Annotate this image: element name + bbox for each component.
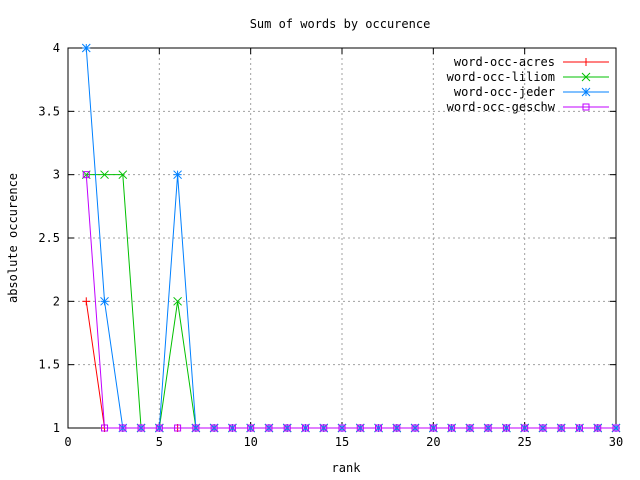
data-point [521, 424, 529, 432]
y-tick-label: 1 [53, 421, 60, 435]
series-line [85, 174, 616, 429]
legend-entry: word-occ-acres [454, 55, 609, 69]
data-point [155, 424, 163, 432]
data-point [247, 424, 255, 432]
x-tick-label: 15 [335, 435, 349, 449]
data-point [582, 58, 590, 66]
data-point [320, 424, 328, 432]
x-tick-label: 20 [426, 435, 440, 449]
legend-label: word-occ-jeder [454, 85, 555, 99]
data-point [265, 424, 273, 432]
y-tick-label: 3.5 [38, 104, 60, 118]
data-point [118, 170, 128, 180]
data-point [502, 424, 510, 432]
y-tick-label: 3 [53, 168, 60, 182]
legend: word-occ-acresword-occ-liliomword-occ-je… [447, 55, 609, 114]
chart-title: Sum of words by occurence [250, 17, 431, 31]
legend-entry: word-occ-jeder [454, 85, 609, 99]
data-point [173, 296, 182, 306]
data-point [484, 424, 492, 432]
legend-entry: word-occ-geschw [447, 100, 609, 114]
data-point [356, 424, 364, 432]
x-tick-label: 25 [517, 435, 531, 449]
data-point [581, 72, 591, 82]
data-point [448, 424, 456, 432]
x-axis-label: rank [332, 461, 362, 475]
grid [68, 48, 616, 428]
data-point [581, 87, 591, 97]
data-point [192, 424, 200, 432]
data-point [612, 424, 620, 432]
y-tick-label: 1.5 [38, 358, 60, 372]
data-point [301, 424, 309, 432]
x-tick-label: 5 [156, 435, 163, 449]
data-point [174, 424, 182, 432]
legend-label: word-occ-geschw [447, 100, 556, 114]
data-point [100, 170, 109, 180]
data-point [119, 424, 127, 432]
data-point [466, 424, 474, 432]
x-tick-label: 10 [243, 435, 257, 449]
data-point [557, 424, 565, 432]
y-axis-label: absolute occurence [6, 173, 20, 303]
data-point [173, 170, 182, 180]
series-layer [81, 43, 621, 433]
data-point [210, 424, 218, 432]
data-point [375, 424, 383, 432]
data-point [429, 424, 437, 432]
data-point [101, 424, 109, 432]
series-line [85, 301, 616, 429]
data-point [283, 424, 291, 432]
y-axis: 1 1.5 2 2.5 3 3.5 4 [38, 41, 616, 435]
data-point [393, 424, 401, 432]
series-word-occ-geschw [82, 171, 620, 432]
data-point [81, 43, 91, 53]
x-axis: 0 5 10 15 20 25 30 [64, 48, 623, 449]
y-tick-label: 4 [53, 41, 60, 55]
data-point [137, 424, 145, 432]
data-point [411, 424, 419, 432]
series-line [86, 174, 616, 429]
x-tick-label: 0 [64, 435, 71, 449]
data-point [594, 424, 602, 432]
legend-label: word-occ-acres [454, 55, 555, 69]
y-tick-label: 2.5 [38, 231, 60, 245]
data-point [100, 296, 109, 306]
legend-entry: word-occ-liliom [447, 70, 609, 84]
data-point [338, 424, 346, 432]
y-tick-label: 2 [53, 294, 60, 308]
data-point [539, 424, 547, 432]
data-point [82, 171, 90, 179]
data-point [82, 297, 91, 306]
data-point [575, 424, 583, 432]
data-point [228, 424, 236, 432]
data-point [582, 103, 590, 111]
x-tick-label: 30 [609, 435, 623, 449]
legend-label: word-occ-liliom [447, 70, 555, 84]
